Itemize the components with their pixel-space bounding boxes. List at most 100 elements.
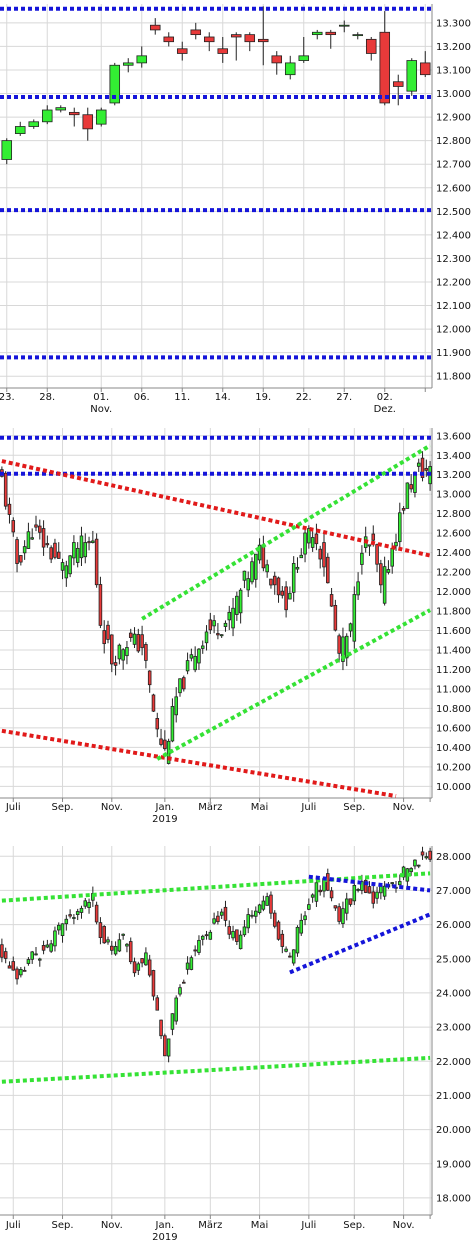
candle-body	[299, 919, 304, 934]
candle-body	[265, 896, 269, 906]
candle-body	[363, 879, 368, 893]
candle-body	[303, 915, 307, 921]
candle-body	[310, 537, 315, 548]
candle-body	[68, 111, 80, 116]
y-tick-label: 12.000	[436, 587, 471, 598]
y-tick-label: 11.800	[436, 372, 471, 383]
candle-body	[22, 546, 27, 554]
candle-body	[265, 564, 269, 573]
candle-body	[170, 706, 175, 742]
candle-body	[149, 24, 161, 31]
x-tick-label: Nov.	[393, 1220, 415, 1231]
candle-body	[409, 868, 413, 873]
candle-body	[94, 904, 99, 923]
candle-body	[53, 930, 57, 947]
candle-body	[83, 900, 88, 907]
x-tick-label: Sep.	[343, 802, 365, 813]
x-tick-label: Juli	[5, 802, 21, 813]
y-tick-label: 10.600	[436, 723, 471, 734]
candle-body	[261, 900, 266, 910]
candle-body	[132, 633, 137, 645]
candle-body	[45, 944, 50, 948]
chart-panel-3: 28.000 27.000 26.000 25.000 24.000 23.000 22.0…	[0, 846, 471, 1243]
trend-line	[289, 912, 431, 975]
candle-body	[276, 577, 281, 596]
candle-body	[189, 957, 194, 970]
candle-body	[212, 918, 216, 924]
chart-panel-2: 13.600 13.400 13.200 13.000 12.800 12.600 12.4…	[0, 428, 471, 825]
candle-body	[284, 62, 296, 76]
candle-body	[318, 889, 322, 893]
candle-body	[401, 508, 406, 511]
candle-body	[406, 60, 418, 92]
candle-body	[212, 620, 216, 627]
candle-body	[390, 882, 394, 884]
candle-body	[235, 595, 239, 615]
candle-body	[337, 906, 341, 922]
x-tick-label: März	[198, 802, 222, 813]
candle-body	[424, 468, 429, 471]
candle-body	[163, 36, 175, 43]
candle-body	[166, 1038, 171, 1057]
candle-body	[182, 981, 186, 984]
y-tick-label: 11.000	[436, 684, 471, 695]
candle-body	[163, 739, 167, 750]
candle-body	[7, 965, 12, 969]
candle-body	[38, 958, 42, 961]
candle-body	[176, 48, 188, 54]
candle-body	[344, 898, 349, 914]
candle-body	[49, 547, 53, 560]
candle-body	[217, 48, 229, 54]
candle-body	[299, 554, 304, 559]
candle-body	[235, 929, 239, 942]
candle-body	[110, 945, 114, 951]
candle-body	[257, 904, 262, 913]
candle-body	[204, 631, 209, 644]
candle-body	[227, 926, 232, 935]
candle-body	[246, 578, 250, 591]
candle-body	[208, 619, 213, 631]
candle-body	[298, 55, 310, 61]
candle-body	[75, 911, 80, 916]
candle-body	[14, 126, 26, 134]
y-tick-label: 11.600	[436, 626, 471, 637]
candle-body	[45, 543, 50, 546]
y-tick-label: 12.000	[436, 325, 471, 336]
x-tick-label: Sep.	[343, 1220, 365, 1231]
candle-body	[325, 31, 337, 36]
candle-body	[382, 566, 387, 604]
candle-body	[11, 520, 16, 533]
y-tick-label: 23.000	[436, 1023, 471, 1034]
candle-body	[155, 997, 160, 1011]
candle-body	[193, 655, 197, 671]
candle-body	[106, 939, 110, 943]
y-tick-label: 10.000	[436, 782, 471, 793]
candle-body	[56, 551, 61, 559]
candle-body	[144, 644, 148, 661]
candle-body	[409, 484, 413, 490]
candle-body	[356, 889, 360, 891]
x-tick-label: Nov.	[393, 802, 415, 813]
candle-body	[295, 926, 300, 954]
candle-body	[159, 738, 163, 745]
candle-body	[60, 923, 65, 936]
trend-line	[308, 874, 431, 893]
candle-body	[379, 563, 383, 586]
candle-body	[125, 647, 129, 657]
candle-body	[56, 924, 61, 931]
candle-body	[94, 538, 99, 586]
candle-body	[219, 911, 224, 916]
y-tick-label: 13.000	[436, 490, 471, 501]
candle-body	[352, 594, 357, 642]
candle-body	[333, 905, 338, 909]
candle-body	[291, 563, 296, 593]
candle-body	[113, 946, 118, 955]
x-tick-label: Mai	[251, 1220, 269, 1231]
candle-body	[49, 943, 53, 952]
candle-body	[15, 968, 19, 980]
candle-body	[216, 915, 220, 923]
candle-body	[64, 918, 69, 925]
candle-body	[125, 943, 129, 947]
x-tick-sublabel: 2019	[152, 814, 177, 825]
candle-body	[121, 649, 125, 661]
